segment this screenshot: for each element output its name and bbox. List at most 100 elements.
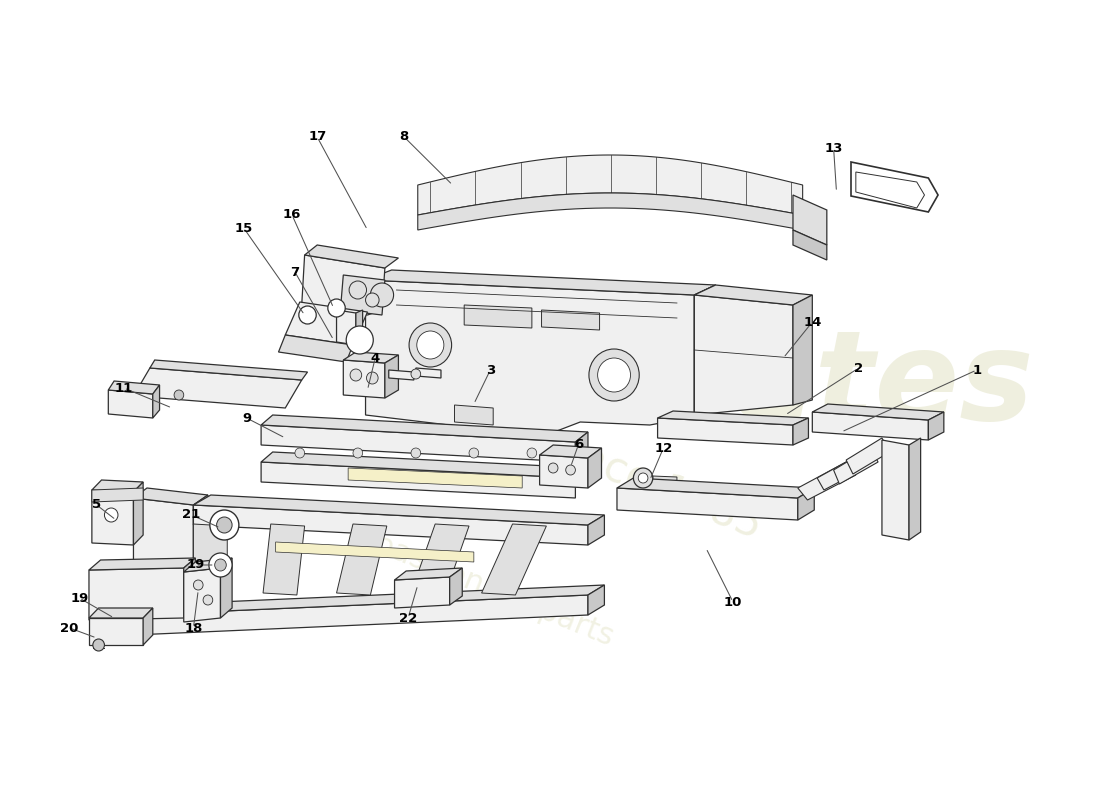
Polygon shape [846,438,890,474]
Polygon shape [343,352,398,363]
Polygon shape [194,505,588,545]
Polygon shape [658,418,793,445]
Polygon shape [482,524,547,595]
Polygon shape [798,488,814,520]
Polygon shape [617,478,814,498]
Text: 17: 17 [308,130,327,143]
Text: etes: etes [730,325,1034,446]
Text: 22: 22 [399,611,417,625]
Polygon shape [305,245,398,268]
Circle shape [104,508,118,522]
Polygon shape [395,568,462,580]
Circle shape [209,553,232,577]
Polygon shape [356,310,363,345]
Text: 2: 2 [855,362,864,374]
Text: 7: 7 [290,266,299,278]
Circle shape [328,299,345,317]
Polygon shape [89,618,143,645]
Polygon shape [337,310,356,345]
Text: 16: 16 [283,209,301,222]
Polygon shape [793,295,812,405]
Polygon shape [450,568,462,605]
Polygon shape [301,255,385,315]
Polygon shape [337,524,387,595]
Text: 19: 19 [186,558,205,571]
Polygon shape [194,495,208,618]
Text: 10: 10 [724,595,743,609]
Circle shape [469,448,478,458]
Polygon shape [793,230,827,260]
Polygon shape [694,285,812,305]
Polygon shape [464,305,532,328]
Text: 4: 4 [371,351,380,365]
Polygon shape [133,595,588,635]
Text: 9: 9 [242,411,251,425]
Polygon shape [92,488,143,502]
Polygon shape [540,455,589,488]
Polygon shape [108,381,159,394]
Polygon shape [348,468,522,488]
Polygon shape [220,558,232,618]
Circle shape [366,372,378,384]
Text: 20: 20 [60,622,79,634]
Polygon shape [278,335,353,362]
Polygon shape [194,524,228,595]
Polygon shape [540,445,602,458]
Polygon shape [365,270,716,295]
Polygon shape [793,195,827,245]
Circle shape [353,448,363,458]
Polygon shape [418,155,803,215]
Polygon shape [812,412,928,440]
Polygon shape [834,448,878,484]
Polygon shape [263,524,305,595]
Text: 14: 14 [803,315,822,329]
Circle shape [350,369,362,381]
Polygon shape [541,310,600,330]
Circle shape [92,639,104,651]
Polygon shape [89,558,196,570]
Text: 18: 18 [184,622,202,634]
Circle shape [299,306,316,324]
Text: 1: 1 [972,363,981,377]
Circle shape [214,559,227,571]
Circle shape [295,448,305,458]
Polygon shape [694,285,716,415]
Circle shape [174,390,184,400]
Polygon shape [343,360,385,398]
Text: 12: 12 [654,442,672,454]
Polygon shape [365,280,694,435]
Polygon shape [261,425,575,462]
Circle shape [365,293,380,307]
Text: 11: 11 [114,382,133,394]
Polygon shape [928,412,944,440]
Circle shape [411,448,420,458]
Polygon shape [617,488,798,520]
Polygon shape [694,295,793,415]
Text: a passion for parts: a passion for parts [343,518,618,652]
Polygon shape [133,585,604,615]
Polygon shape [793,418,808,445]
Polygon shape [194,495,604,525]
Polygon shape [133,498,194,618]
Circle shape [409,323,452,367]
Polygon shape [454,405,493,425]
Polygon shape [261,415,588,442]
Circle shape [349,281,366,299]
Polygon shape [416,368,441,378]
Polygon shape [588,448,602,488]
Polygon shape [143,608,153,645]
Polygon shape [588,515,604,545]
Text: 19: 19 [70,591,88,605]
Text: 8: 8 [399,130,409,143]
Circle shape [217,517,232,533]
Polygon shape [418,193,803,230]
Polygon shape [909,438,921,540]
Polygon shape [385,355,398,398]
Text: since 1985: since 1985 [541,423,768,547]
Circle shape [588,349,639,401]
Polygon shape [261,452,588,478]
Polygon shape [133,482,143,545]
Polygon shape [184,558,196,618]
Polygon shape [89,608,153,618]
Polygon shape [882,440,909,540]
